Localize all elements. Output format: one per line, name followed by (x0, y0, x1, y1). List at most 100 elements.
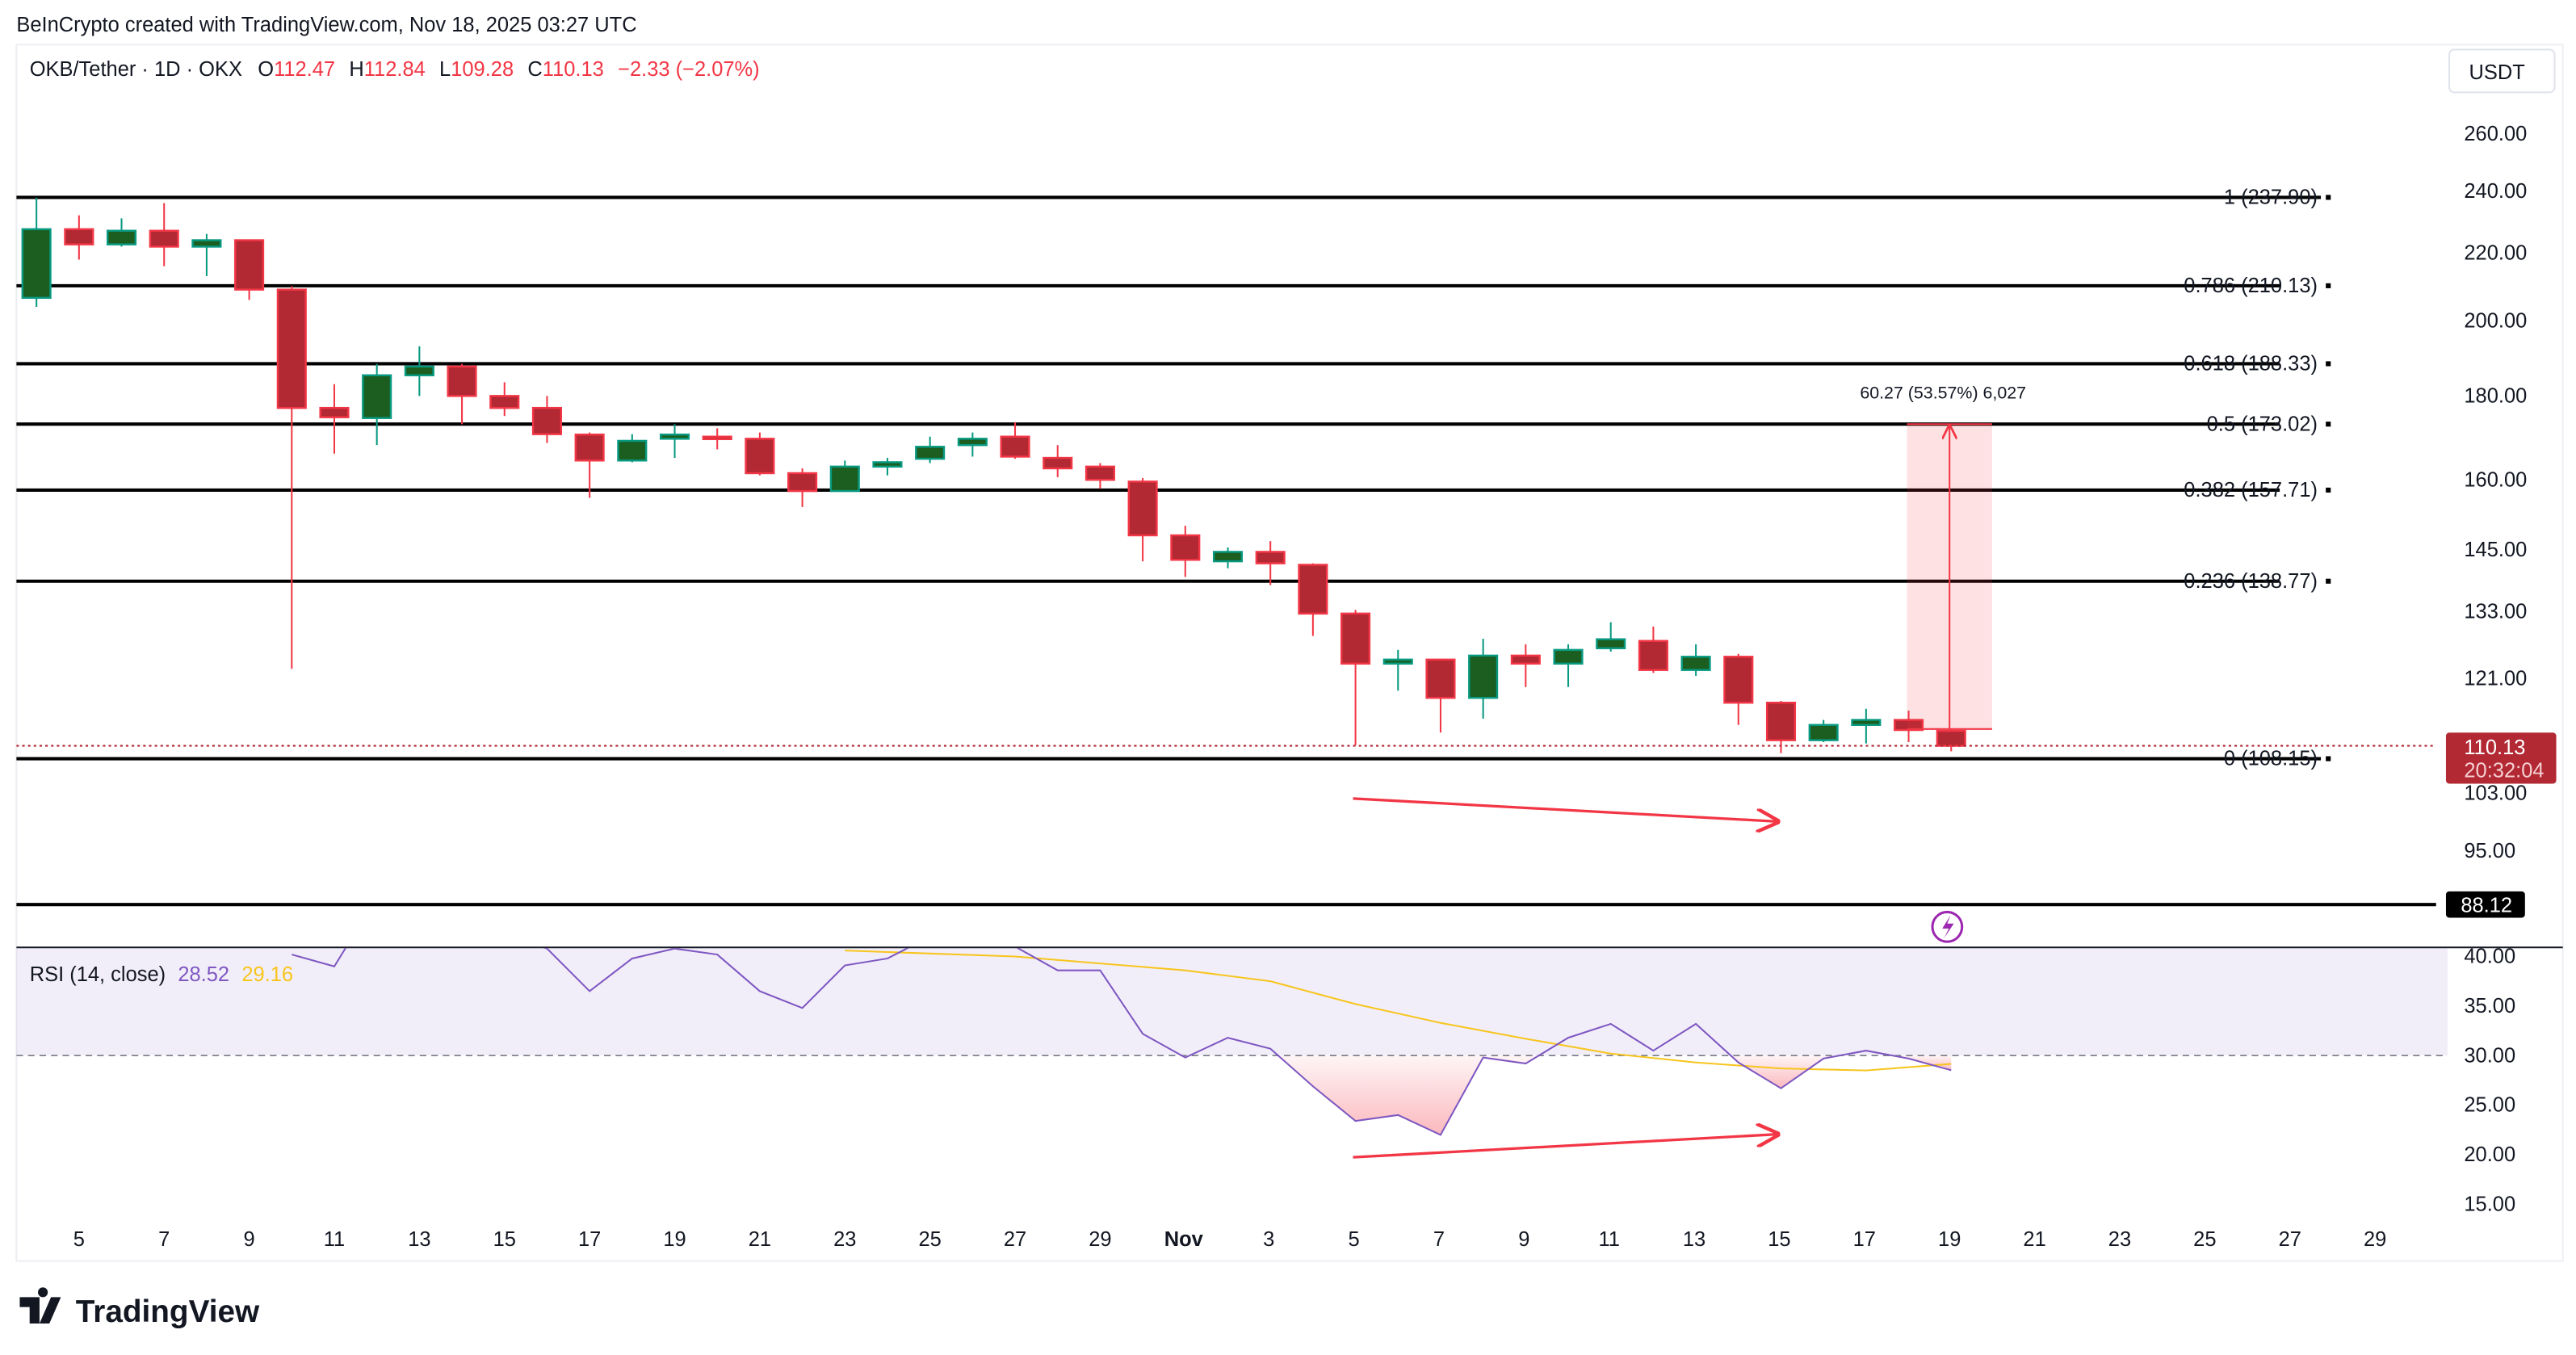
rsi-tick-label: 25.00 (2464, 1094, 2515, 1117)
time-tick-label: 23 (833, 1228, 856, 1251)
candle[interactable] (1043, 456, 1073, 470)
fib-level-marker (2326, 361, 2331, 367)
currency-button[interactable] (2448, 48, 2556, 94)
price-tick-label: 145.00 (2464, 539, 2527, 561)
fib-level-label: 0.618 (188.33) (2184, 353, 2318, 375)
candle[interactable] (1851, 719, 1882, 726)
candle[interactable] (957, 438, 988, 447)
symbol-name[interactable]: OKB/Tether · 1D · OKX (30, 58, 242, 81)
time-tick-label: 15 (1768, 1228, 1790, 1251)
time-tick-label: 21 (749, 1228, 771, 1251)
rsi-plot (292, 948, 1952, 1136)
candle[interactable] (1936, 729, 1966, 747)
candle[interactable] (531, 406, 562, 435)
rsi-tick-label: 40.00 (2464, 946, 2515, 968)
candle[interactable] (21, 228, 52, 300)
fib-level-marker (2326, 195, 2331, 200)
candle[interactable] (787, 472, 818, 493)
candle[interactable] (1000, 435, 1030, 458)
time-tick-label: 3 (1263, 1228, 1274, 1251)
fib-level-label: 0.786 (210.13) (2184, 275, 2318, 297)
fib-level-label: 0.236 (138.77) (2184, 570, 2318, 593)
candle[interactable] (1468, 654, 1499, 699)
price-trend-arrow[interactable] (1353, 797, 1778, 822)
candles (21, 197, 1966, 753)
candle[interactable] (1340, 612, 1371, 665)
rsi-oversold-fill (1278, 1055, 1539, 1135)
credit-text: BeInCrypto created with TradingView.com,… (16, 14, 636, 36)
time-tick-label: 27 (2279, 1228, 2301, 1251)
time-tick-label: 5 (1348, 1228, 1359, 1251)
candle[interactable] (1127, 480, 1158, 537)
candle[interactable] (1255, 551, 1286, 564)
candle[interactable] (1425, 658, 1456, 699)
candle[interactable] (915, 446, 946, 460)
open-value: 112.47 (274, 58, 335, 81)
price-tick-label: 180.00 (2464, 384, 2527, 407)
time-tick-label: 9 (1518, 1228, 1529, 1251)
fib-retracement[interactable]: 1 (237.90) 0.786 (210.13) 0.618 (188.33) 0.… (16, 187, 2331, 770)
time-tick-label: 27 (1004, 1228, 1026, 1251)
candle[interactable] (447, 365, 477, 397)
fib-level-label: 0.5 (173.02) (2207, 413, 2318, 435)
candle[interactable] (276, 288, 307, 409)
rsi-oversold-fill (1892, 1055, 1952, 1071)
candle[interactable] (191, 239, 222, 248)
candle[interactable] (1510, 654, 1541, 665)
candle[interactable] (64, 228, 94, 245)
candle[interactable] (319, 406, 350, 418)
fib-level-label: 0 (108.15) (2224, 748, 2318, 770)
time-axis[interactable]: 5 7 9 11 13 15 17 19 21 23 25 27 29 Nov 3 5 7 9 11 13 15 17 19… (73, 1228, 2387, 1251)
candle[interactable] (1638, 640, 1668, 671)
candle[interactable] (574, 433, 605, 462)
measure-label: 60.27 (53.57%) 6,027 (1860, 384, 2026, 403)
lightning-icon[interactable] (1931, 910, 1964, 943)
time-tick-label: 17 (1853, 1228, 1876, 1251)
tradingview-logo[interactable]: TradingView (19, 1287, 260, 1329)
candle[interactable] (745, 438, 775, 475)
candle[interactable] (404, 365, 434, 376)
price-tick-label: 95.00 (2464, 840, 2515, 862)
high-label: H (349, 58, 363, 81)
candle[interactable] (1894, 719, 1924, 732)
candle[interactable] (1085, 465, 1115, 481)
time-tick-label: 25 (918, 1228, 941, 1251)
candle[interactable] (617, 439, 648, 462)
candle[interactable] (106, 229, 137, 245)
candle[interactable] (234, 239, 265, 291)
candle[interactable] (1382, 658, 1413, 665)
time-tick-label: 11 (324, 1228, 345, 1251)
candle[interactable] (1170, 534, 1201, 561)
time-tick-label: 7 (1433, 1228, 1445, 1251)
candle[interactable] (1212, 551, 1244, 563)
candle[interactable] (659, 433, 690, 440)
candle[interactable] (149, 229, 179, 248)
candle[interactable] (1723, 656, 1754, 704)
rsi-tick-label: 20.00 (2464, 1143, 2515, 1166)
rsi-ma-value: 29.16 (241, 963, 293, 986)
fib-level-marker (2326, 756, 2331, 761)
candle[interactable] (1808, 724, 1839, 741)
time-tick-label: 19 (663, 1228, 686, 1251)
candle[interactable] (1680, 656, 1711, 671)
candle[interactable] (1298, 564, 1328, 615)
price-tick-label: 260.00 (2464, 123, 2527, 145)
candle[interactable] (1553, 648, 1584, 665)
candle[interactable] (489, 395, 520, 409)
time-tick-label: 17 (578, 1228, 601, 1251)
last-price-value: 110.13 (2464, 736, 2525, 759)
price-axis[interactable]: 260.00 240.00 220.00 200.00 180.00 160.00 145.… (2464, 123, 2527, 862)
candle[interactable] (702, 435, 732, 441)
candle[interactable] (1765, 701, 1797, 741)
candle[interactable] (1596, 638, 1626, 649)
time-tick-label: 13 (408, 1228, 430, 1251)
price-tick-label: 160.00 (2464, 468, 2527, 491)
price-range-measure[interactable] (1907, 423, 1992, 730)
rsi-trend-arrow[interactable] (1353, 1135, 1778, 1159)
horizontal-level-label: 88.12 (2461, 894, 2512, 917)
candle[interactable] (872, 461, 903, 468)
rsi-line (292, 948, 1952, 1136)
candle[interactable] (362, 374, 392, 419)
candle[interactable] (829, 465, 860, 493)
